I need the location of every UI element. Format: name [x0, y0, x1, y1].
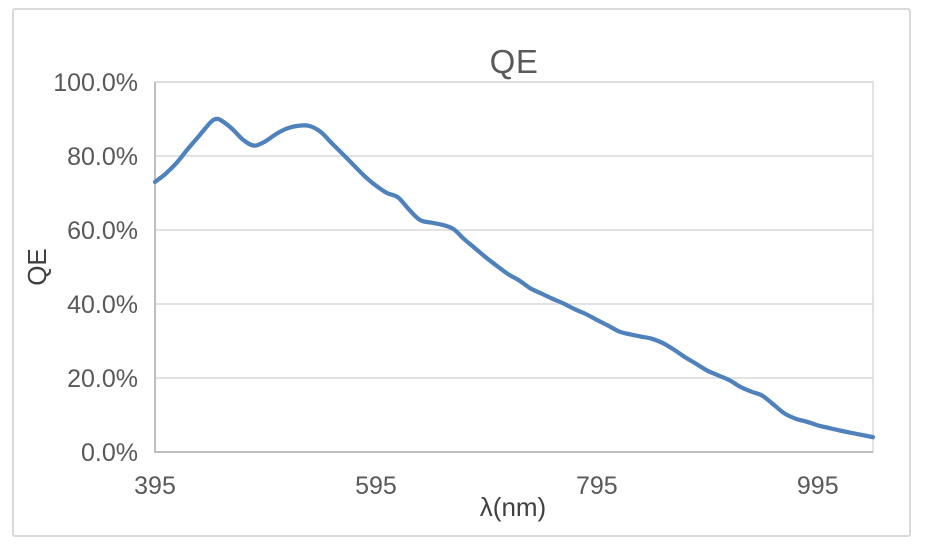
x-tick-label-595: 595: [355, 472, 397, 500]
y-tick-label-0: 0.0%: [81, 439, 138, 467]
qe-series-line: [152, 116, 876, 440]
axis-lines: [154, 82, 873, 453]
chart-title: QE: [489, 43, 539, 80]
x-tick-label-995: 995: [797, 472, 839, 500]
y-tick-label-20: 20.0%: [67, 365, 138, 393]
x-tick-label-395: 395: [134, 472, 176, 500]
x-tick-label-795: 795: [576, 472, 618, 500]
y-tick-label-100: 100.0%: [53, 69, 138, 97]
x-axis-title: λ(nm): [479, 492, 547, 522]
y-tick-label-40: 40.0%: [67, 291, 138, 319]
x-axis-tick-labels: 395 595 795 995: [134, 472, 838, 500]
y-tick-label-80: 80.0%: [67, 143, 138, 171]
y-axis-title: QE: [22, 248, 52, 286]
y-axis-tick-labels: 0.0% 20.0% 40.0% 60.0% 80.0% 100.0%: [53, 69, 138, 467]
chart-frame: [12, 8, 911, 537]
y-tick-label-60: 60.0%: [67, 217, 138, 245]
